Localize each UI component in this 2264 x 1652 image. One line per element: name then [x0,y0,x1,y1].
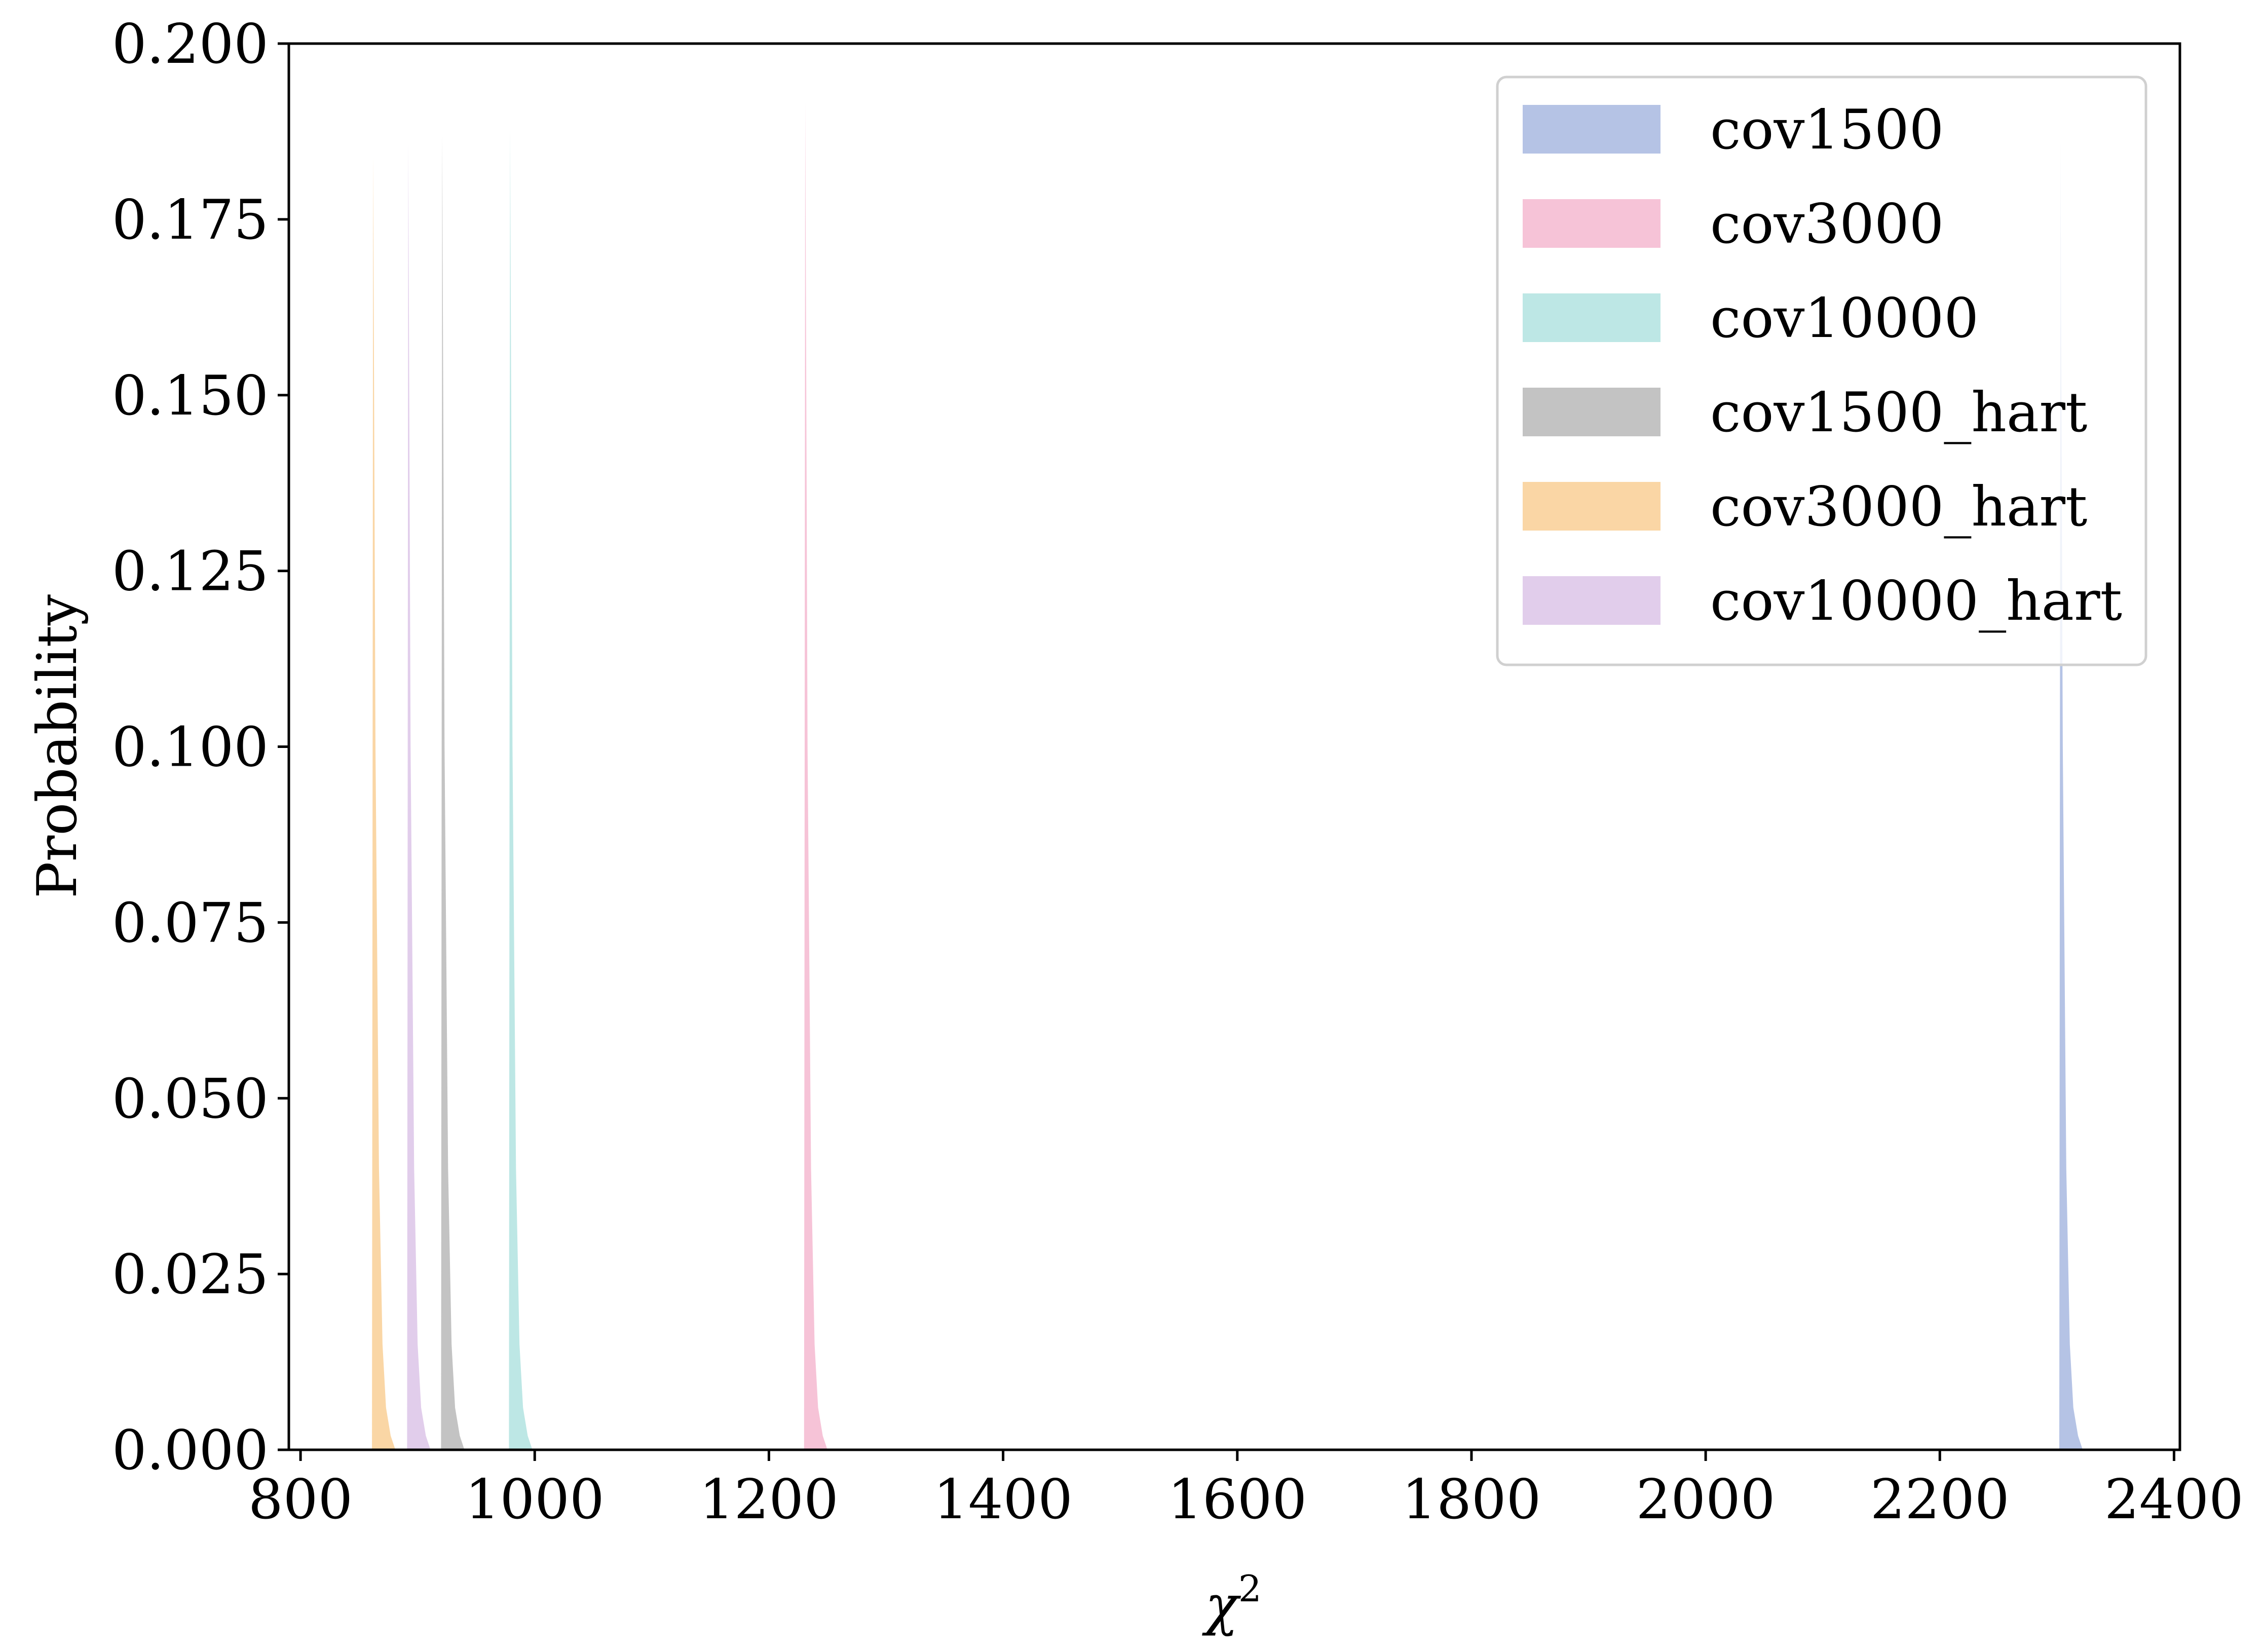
legend-swatch-cov3000_hart [1523,482,1661,531]
y-tick-label: 0.000 [112,1419,269,1482]
x-tick-label: 1000 [465,1468,605,1531]
legend-label-cov3000_hart: cov3000_hart [1710,475,2087,539]
legend-label-cov1500_hart: cov1500_hart [1710,381,2087,444]
legend-label-cov1500: cov1500 [1710,98,1944,162]
legend-swatch-cov10000 [1523,293,1661,342]
series-area-cov10000 [509,128,533,1450]
legend-label-cov3000: cov3000 [1710,193,1944,256]
y-tick-label: 0.075 [112,891,269,955]
legend-label-cov10000: cov10000 [1710,287,1979,350]
legend-entries: cov1500 cov3000 cov10000 cov1500_hart cov300… [1523,98,2122,633]
y-tick-label: 0.150 [112,364,269,428]
y-tick-label: 0.100 [112,716,269,779]
legend-label-cov10000_hart: cov10000_hart [1710,570,2122,633]
x-tick-label: 2000 [1636,1468,1776,1531]
x-tick-label: 2200 [1870,1468,2010,1531]
series-area-cov3000_hart [372,156,396,1450]
legend-swatch-cov3000 [1523,199,1661,248]
series-area-cov3000 [804,100,827,1450]
x-tick-label: 800 [248,1468,353,1531]
series-area-cov1500_hart [441,135,465,1450]
x-axis: 800 1000 1200 1400 1600 1800 2000 2200 2400 [248,1450,2244,1531]
legend-swatch-cov1500_hart [1523,388,1661,436]
legend: cov1500 cov3000 cov10000 cov1500_hart cov300… [1496,76,2147,666]
y-tick-label: 0.175 [112,189,269,252]
x-tick-label: 2400 [2104,1468,2244,1531]
legend-swatch-cov1500 [1523,105,1661,154]
x-tick-label: 1200 [699,1468,839,1531]
x-axis-label: χ2 [1201,1567,1261,1637]
x-axis-label-superscript: 2 [1238,1567,1262,1610]
x-tick-label: 1800 [1402,1468,1541,1531]
x-tick-label: 1400 [933,1468,1073,1531]
y-axis-label: Probability [26,594,89,898]
series-area-cov10000_hart [407,142,431,1450]
y-tick-label: 0.125 [112,540,269,604]
series-area-cov1500 [2059,142,2083,1450]
y-axis: 0.000 0.025 0.050 0.075 0.100 0.125 0.150 0.175… [112,13,289,1482]
x-axis-label-base: χ [1201,1574,1241,1637]
y-tick-label: 0.200 [112,13,269,76]
series-layer [372,100,2083,1450]
y-tick-label: 0.025 [112,1243,269,1306]
x-tick-label: 1600 [1167,1468,1307,1531]
legend-swatch-cov10000_hart [1523,576,1661,625]
y-tick-label: 0.050 [112,1067,269,1131]
